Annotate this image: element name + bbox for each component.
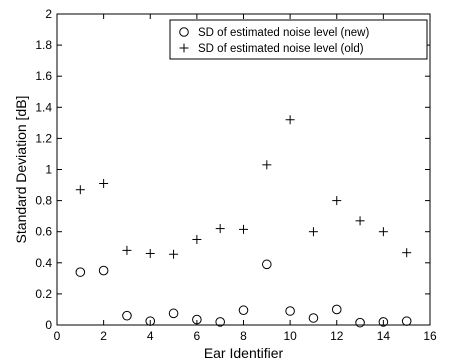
- data-point-old: [192, 234, 202, 244]
- y-tick-label: 1.8: [35, 38, 52, 52]
- y-axis-label: Standard Deviation [dB]: [13, 96, 29, 244]
- x-tick-label: 16: [423, 329, 437, 343]
- x-tick-label: 6: [194, 329, 201, 343]
- data-point-old: [308, 227, 318, 237]
- legend-label-old: SD of estimated noise level (old): [198, 43, 364, 55]
- data-point-old: [145, 248, 155, 258]
- data-point-old: [169, 249, 179, 259]
- data-point-new: [262, 259, 272, 270]
- legend-marker-plus: [179, 43, 189, 53]
- data-point-new: [192, 314, 202, 325]
- data-point-new: [331, 304, 342, 315]
- legend-label-new: SD of estimated noise level (new): [198, 27, 369, 39]
- x-tick-label: 10: [283, 329, 297, 343]
- legend-marker-circle-glyph: [179, 27, 189, 37]
- legend-box: [169, 19, 428, 60]
- legend: SD of estimated noise level (new) SD of …: [169, 19, 428, 60]
- y-tick-label: 0.4: [35, 256, 52, 270]
- x-tick-label: 2: [100, 329, 107, 343]
- x-tick-label: 0: [54, 329, 61, 343]
- y-tick-label: 0.8: [35, 194, 52, 208]
- y-tick-label: 0.6: [35, 225, 52, 239]
- y-tick-label: 1: [45, 163, 52, 177]
- y-tick-label: 1.6: [35, 69, 52, 83]
- y-tick-label: 0: [45, 318, 52, 332]
- data-point-old: [332, 196, 342, 206]
- data-point-new: [215, 317, 225, 327]
- data-point-old: [355, 216, 365, 226]
- plot-area-frame: [56, 13, 431, 326]
- legend-marker-plus-glyph: [179, 43, 189, 53]
- data-point-new: [98, 265, 109, 276]
- data-point-old: [215, 224, 225, 234]
- data-point-old: [99, 178, 109, 188]
- data-point-new: [122, 310, 132, 321]
- data-point-new: [238, 305, 249, 316]
- data-point-old: [122, 245, 132, 255]
- data-point-new: [285, 306, 295, 316]
- x-tick-label: 4: [147, 329, 154, 343]
- data-point-new: [308, 313, 319, 323]
- x-tick-label: 8: [240, 329, 247, 343]
- data-point-old: [262, 160, 272, 170]
- x-tick-label: 12: [330, 329, 344, 343]
- x-axis-label: Ear Identifier: [204, 345, 284, 361]
- data-point-new: [378, 317, 389, 327]
- data-points: [75, 115, 412, 328]
- data-point-old: [75, 185, 85, 195]
- data-point-old: [239, 224, 248, 234]
- data-point-old: [402, 248, 412, 258]
- data-point-new: [168, 308, 179, 319]
- x-tick-label: 14: [377, 329, 391, 343]
- axis-tick-labels: 0 2 4 6 8 10 12 14 16 0 0.2 0.4 0.6 0.8 1 1.2 1.4 1.6 1.8 2: [35, 7, 437, 343]
- y-tick-label: 0.2: [35, 287, 52, 301]
- data-point-old: [378, 227, 388, 237]
- data-point-new: [355, 317, 365, 328]
- y-tick-label: 1.4: [35, 100, 52, 114]
- y-tick-label: 1.2: [35, 131, 52, 145]
- legend-marker-circle: [179, 27, 189, 37]
- y-tick-label: 2: [45, 7, 52, 21]
- data-point-old: [285, 115, 295, 125]
- data-point-new: [75, 267, 86, 277]
